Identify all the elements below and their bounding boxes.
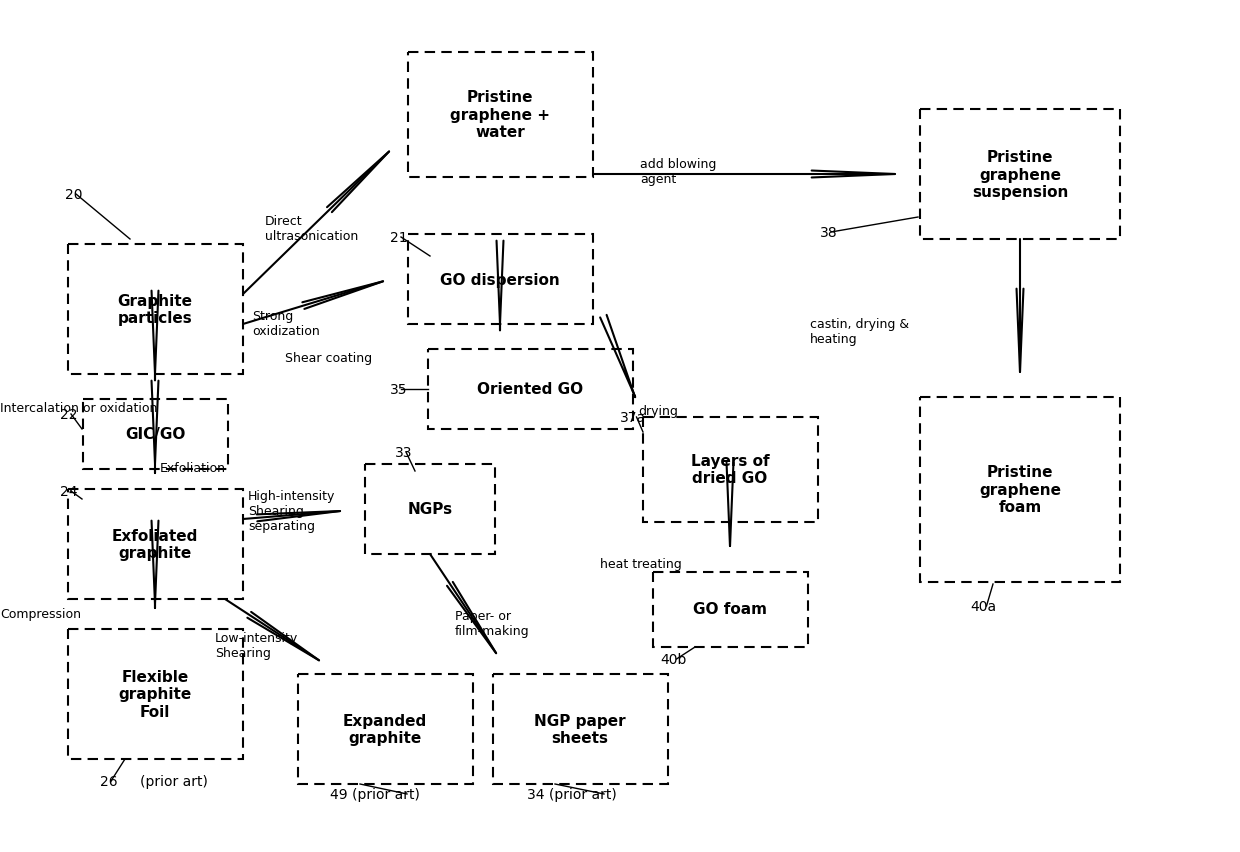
Bar (428, 349, 632, 429)
Bar (83, 400, 227, 469)
Text: 37a: 37a (620, 411, 646, 424)
Bar (298, 674, 472, 784)
Bar (652, 572, 807, 647)
Text: Strong
oxidization: Strong oxidization (252, 309, 320, 337)
Text: Pristine
graphene
foam: Pristine graphene foam (980, 464, 1061, 515)
Text: NGPs: NGPs (408, 502, 453, 517)
Text: 22: 22 (60, 407, 77, 422)
Text: 20: 20 (64, 187, 83, 202)
Text: Oriented GO: Oriented GO (477, 382, 583, 397)
Text: 35: 35 (391, 383, 408, 396)
Text: Exfoliated
graphite: Exfoliated graphite (112, 528, 198, 561)
Text: GO dispersion: GO dispersion (440, 272, 560, 287)
Text: Intercalation or oxidation: Intercalation or oxidation (0, 401, 157, 415)
Text: 40a: 40a (970, 599, 996, 613)
Bar (365, 464, 495, 555)
Text: 49 (prior art): 49 (prior art) (330, 787, 420, 801)
Text: Pristine
graphene +
water: Pristine graphene + water (450, 90, 551, 140)
Text: 24: 24 (60, 485, 77, 498)
Bar (67, 630, 243, 759)
Bar (408, 53, 593, 177)
Text: add blowing
agent: add blowing agent (640, 158, 717, 186)
Text: Low-intensity
Shearing: Low-intensity Shearing (215, 631, 299, 659)
Bar (408, 234, 593, 325)
Text: Graphite
particles: Graphite particles (118, 293, 192, 325)
Text: heat treating: heat treating (600, 557, 682, 570)
Text: NGP paper
sheets: NGP paper sheets (534, 713, 626, 746)
Text: Pristine
graphene
suspension: Pristine graphene suspension (972, 150, 1068, 199)
Text: Direct
ultrasonication: Direct ultrasonication (265, 215, 358, 243)
Text: Compression: Compression (0, 607, 81, 620)
Text: 33: 33 (396, 446, 413, 459)
Text: 26: 26 (100, 774, 118, 788)
Text: 34 (prior art): 34 (prior art) (527, 787, 616, 801)
Text: 21: 21 (391, 231, 408, 245)
Text: Shear coating: Shear coating (285, 352, 372, 365)
Text: Paper- or
film-making: Paper- or film-making (455, 609, 529, 637)
Text: Exfoliation: Exfoliation (160, 462, 226, 475)
Text: GO foam: GO foam (693, 602, 768, 617)
Text: GIC/GO: GIC/GO (125, 427, 185, 442)
Text: 38: 38 (820, 226, 838, 239)
Text: (prior art): (prior art) (140, 774, 208, 788)
Bar (67, 489, 243, 599)
Text: Flexible
graphite
Foil: Flexible graphite Foil (118, 670, 192, 719)
Bar (67, 245, 243, 375)
Bar (642, 417, 817, 522)
Text: High-intensity
Shearing
separating: High-intensity Shearing separating (248, 489, 335, 532)
Bar (920, 397, 1120, 582)
Text: drying: drying (639, 405, 678, 417)
Bar (920, 110, 1120, 239)
Bar (492, 674, 667, 784)
Text: Expanded
graphite: Expanded graphite (343, 713, 427, 746)
Text: castin, drying &
heating: castin, drying & heating (810, 318, 909, 346)
Text: 40b: 40b (660, 653, 687, 666)
Text: Layers of
dried GO: Layers of dried GO (691, 453, 769, 486)
